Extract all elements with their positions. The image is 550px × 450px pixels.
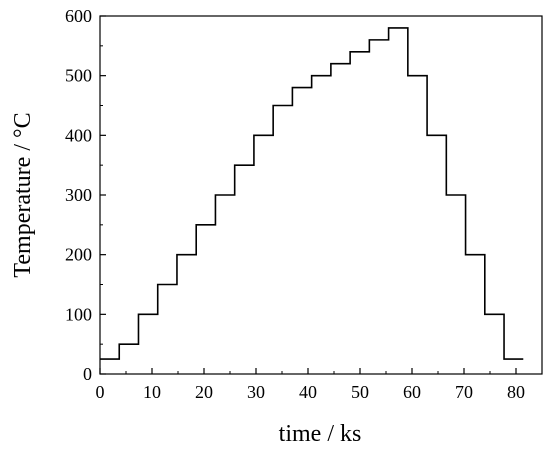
plot-frame — [99, 15, 543, 375]
plot-border — [99, 15, 543, 375]
y-tick-label: 500 — [65, 66, 92, 86]
y-tick-label: 300 — [65, 185, 92, 205]
y-axis-label: Temperature / °C — [10, 112, 36, 277]
x-axis-label: time / ks — [279, 421, 362, 447]
x-tick-label: 20 — [195, 382, 213, 402]
x-tick-label: 70 — [455, 382, 473, 402]
x-tick-label: 0 — [96, 382, 105, 402]
series-layer — [100, 27, 524, 360]
x-tick-label: 30 — [247, 382, 265, 402]
temperature-series-line — [100, 27, 524, 360]
y-tick-label: 200 — [65, 245, 92, 265]
x-tick-label: 50 — [351, 382, 369, 402]
y-tick-label: 400 — [65, 125, 92, 145]
x-tick-label: 80 — [507, 382, 525, 402]
x-tick-label: 10 — [143, 382, 161, 402]
y-tick-label: 600 — [65, 6, 92, 26]
x-tick-label: 40 — [299, 382, 317, 402]
x-tick-label: 60 — [403, 382, 421, 402]
x-axis-ticks: 0 10 20 30 40 50 60 70 80 — [96, 368, 525, 402]
y-tick-label: 100 — [65, 304, 92, 324]
y-tick-label: 0 — [83, 364, 92, 384]
y-axis-ticks: 0 100 200 300 400 500 600 — [65, 6, 106, 384]
